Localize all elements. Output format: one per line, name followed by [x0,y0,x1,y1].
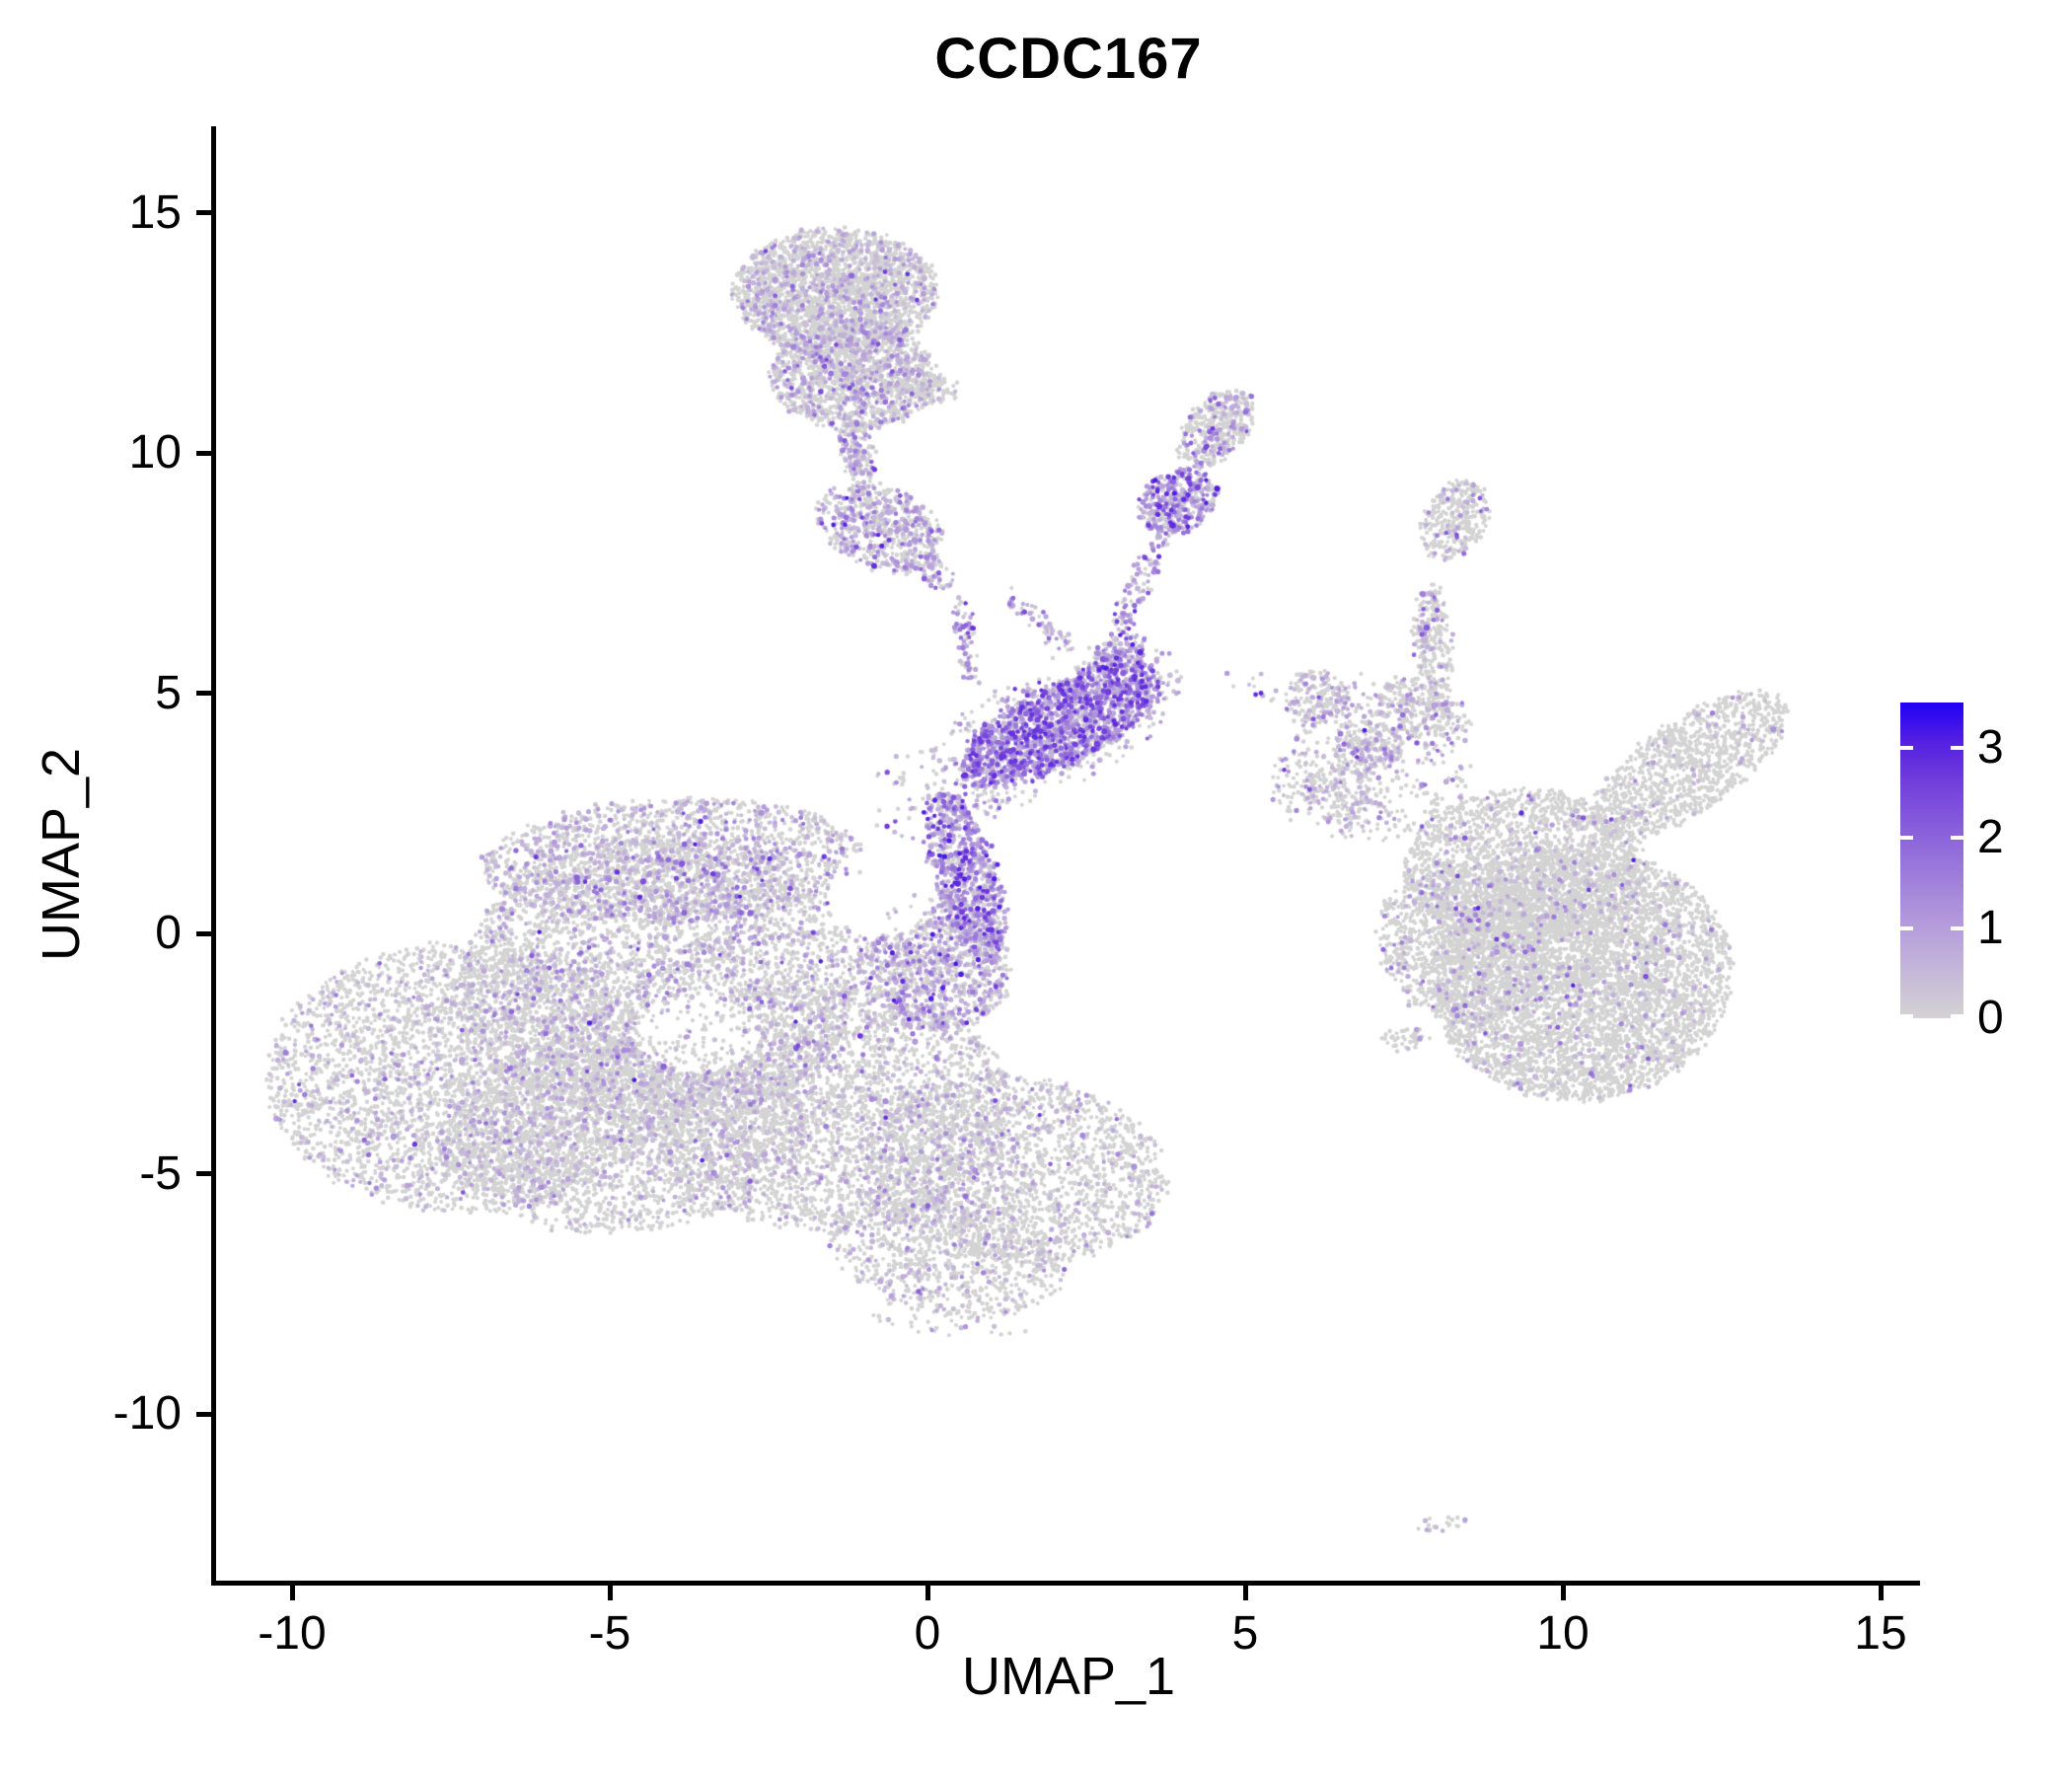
x-tick-mark [1560,1586,1566,1600]
y-tick-label: 0 [155,907,182,959]
x-axis-line [211,1581,1920,1586]
x-tick-label: -5 [588,1607,631,1660]
y-tick-label: 10 [128,426,182,479]
colorbar-tick-label: 2 [1977,811,2004,864]
colorbar-tick-mark [1951,925,1963,930]
x-tick-mark [1242,1586,1248,1600]
x-tick-label: 15 [1854,1607,1907,1660]
colorbar-tick-mark [1900,1014,1913,1018]
colorbar-tick-mark [1951,1014,1963,1018]
y-tick-mark [196,1171,211,1176]
chart-title: CCDC167 [934,27,1203,91]
colorbar-tick-label: 3 [1977,720,2004,774]
y-tick-label: -10 [112,1387,182,1440]
x-axis-title: UMAP_1 [961,1647,1176,1706]
colorbar-tick-mark [1900,836,1913,841]
y-tick-label: 5 [155,666,182,719]
y-tick-label: -5 [139,1147,182,1200]
x-tick-mark [289,1586,295,1600]
colorbar-tick-mark [1900,745,1913,750]
x-tick-label: 0 [914,1607,941,1660]
colorbar-tick-mark [1951,836,1963,841]
y-tick-mark [196,691,211,696]
colorbar-tick-label: 1 [1977,901,2004,954]
x-tick-label: -10 [258,1607,327,1660]
x-tick-mark [607,1586,613,1600]
y-axis-line [211,126,216,1586]
colorbar-tick-mark [1951,745,1963,750]
y-tick-mark [196,210,211,215]
y-tick-mark [196,930,211,936]
x-tick-mark [925,1586,930,1600]
y-tick-mark [196,450,211,456]
colorbar-tick-mark [1900,925,1913,930]
x-tick-label: 10 [1536,1607,1590,1660]
colorbar-gradient [1900,703,1963,1018]
colorbar-tick-label: 0 [1977,992,2004,1044]
x-tick-label: 5 [1231,1607,1259,1660]
y-tick-label: 15 [128,185,182,239]
x-tick-mark [1878,1586,1884,1600]
y-tick-mark [196,1411,211,1417]
